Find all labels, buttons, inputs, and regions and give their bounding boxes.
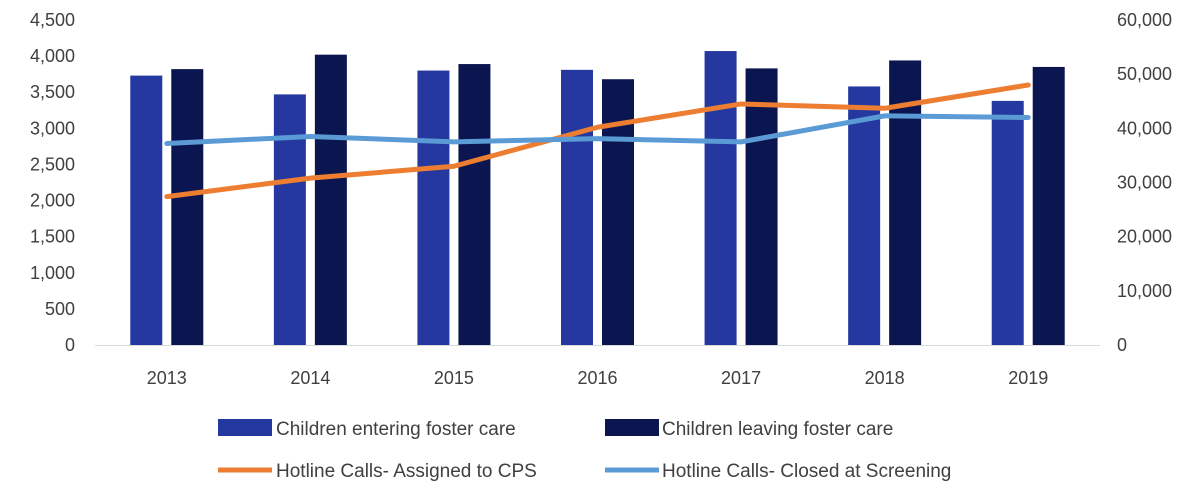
legend-label-leaving: Children leaving foster care	[662, 419, 893, 440]
legend-swatch-entering	[218, 419, 272, 436]
right-axis-tick-label: 50,000	[1117, 64, 1172, 84]
bar-leaving-2017	[746, 68, 778, 345]
left-axis-tick-label: 4,000	[30, 46, 75, 66]
left-axis-tick-label: 2,000	[30, 191, 75, 211]
right-axis-tick-label: 30,000	[1117, 173, 1172, 193]
bar-entering-2017	[705, 51, 737, 345]
right-axis-tick-label: 40,000	[1117, 118, 1172, 138]
x-axis-tick-label: 2013	[147, 368, 187, 388]
legend: Children entering foster care Children le…	[218, 419, 951, 482]
bar-series-group	[130, 51, 1064, 345]
bar-entering-2016	[561, 70, 593, 345]
right-axis-tick-label: 60,000	[1117, 10, 1172, 30]
bar-entering-2014	[274, 94, 306, 345]
right-axis-ticks: 0 10,000 20,000 30,000 40,000 50,000 60,000	[1117, 10, 1172, 355]
legend-label-entering: Children entering foster care	[276, 419, 516, 440]
bar-entering-2019	[992, 101, 1024, 345]
legend-swatch-leaving	[605, 419, 659, 436]
x-axis-ticks: 2013 2014 2015 2016 2017 2018 2019	[147, 368, 1048, 388]
left-axis-tick-label: 500	[45, 299, 75, 319]
x-axis-tick-label: 2019	[1008, 368, 1048, 388]
left-axis-tick-label: 3,500	[30, 82, 75, 102]
bar-leaving-2019	[1033, 67, 1065, 345]
legend-label-closed-at-screening: Hotline Calls- Closed at Screening	[662, 461, 951, 482]
left-axis-tick-label: 2,500	[30, 154, 75, 174]
right-axis-tick-label: 0	[1117, 335, 1127, 355]
bar-entering-2013	[130, 76, 162, 345]
x-axis-tick-label: 2018	[865, 368, 905, 388]
left-axis-tick-label: 1,000	[30, 263, 75, 283]
left-axis-ticks: 0 500 1,000 1,500 2,000 2,500 3,000 3,500 4,000 4…	[30, 10, 75, 355]
bar-entering-2015	[417, 71, 449, 345]
right-axis-tick-label: 20,000	[1117, 227, 1172, 247]
bar-leaving-2014	[315, 55, 347, 345]
x-axis-tick-label: 2017	[721, 368, 761, 388]
right-axis-tick-label: 10,000	[1117, 281, 1172, 301]
left-axis-tick-label: 4,500	[30, 10, 75, 30]
bar-leaving-2016	[602, 79, 634, 345]
x-axis-tick-label: 2016	[577, 368, 617, 388]
x-axis-tick-label: 2014	[290, 368, 330, 388]
left-axis-tick-label: 0	[65, 335, 75, 355]
left-axis-tick-label: 1,500	[30, 227, 75, 247]
bar-leaving-2015	[458, 64, 490, 345]
left-axis-tick-label: 3,000	[30, 118, 75, 138]
legend-label-assigned-to-cps: Hotline Calls- Assigned to CPS	[276, 461, 537, 482]
bar-entering-2018	[848, 86, 880, 345]
bar-leaving-2013	[171, 69, 203, 345]
x-axis-tick-label: 2015	[434, 368, 474, 388]
